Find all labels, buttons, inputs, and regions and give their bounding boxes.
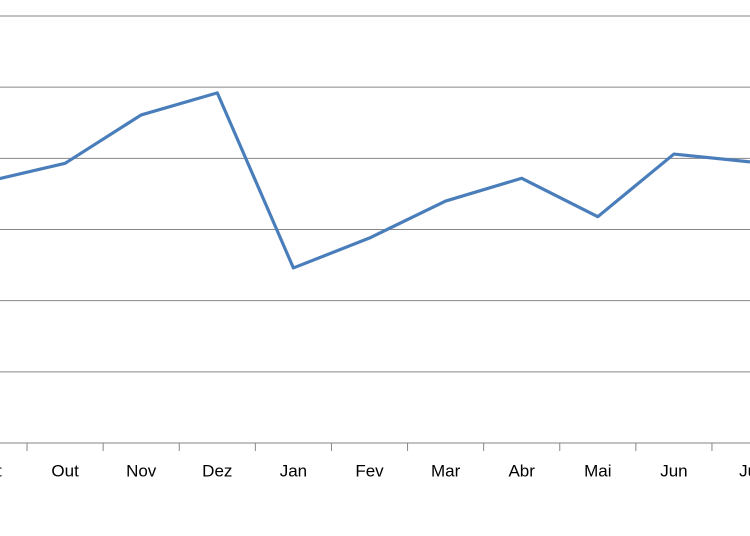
data-line bbox=[0, 91, 750, 270]
x-tick-label: Abr bbox=[508, 461, 535, 480]
x-tick-label: Fev bbox=[355, 461, 384, 480]
x-tick-label: Jan bbox=[280, 461, 307, 480]
x-tick-label: Nov bbox=[126, 461, 157, 480]
x-tick-label: Out bbox=[51, 461, 79, 480]
x-tick-label: Jul bbox=[739, 461, 750, 480]
x-tick-label: Jun bbox=[660, 461, 687, 480]
x-tick-label: Mai bbox=[584, 461, 611, 480]
x-tick-label: Dez bbox=[202, 461, 232, 480]
x-tick-label: Mar bbox=[431, 461, 461, 480]
x-tick-label: Set bbox=[0, 461, 2, 480]
